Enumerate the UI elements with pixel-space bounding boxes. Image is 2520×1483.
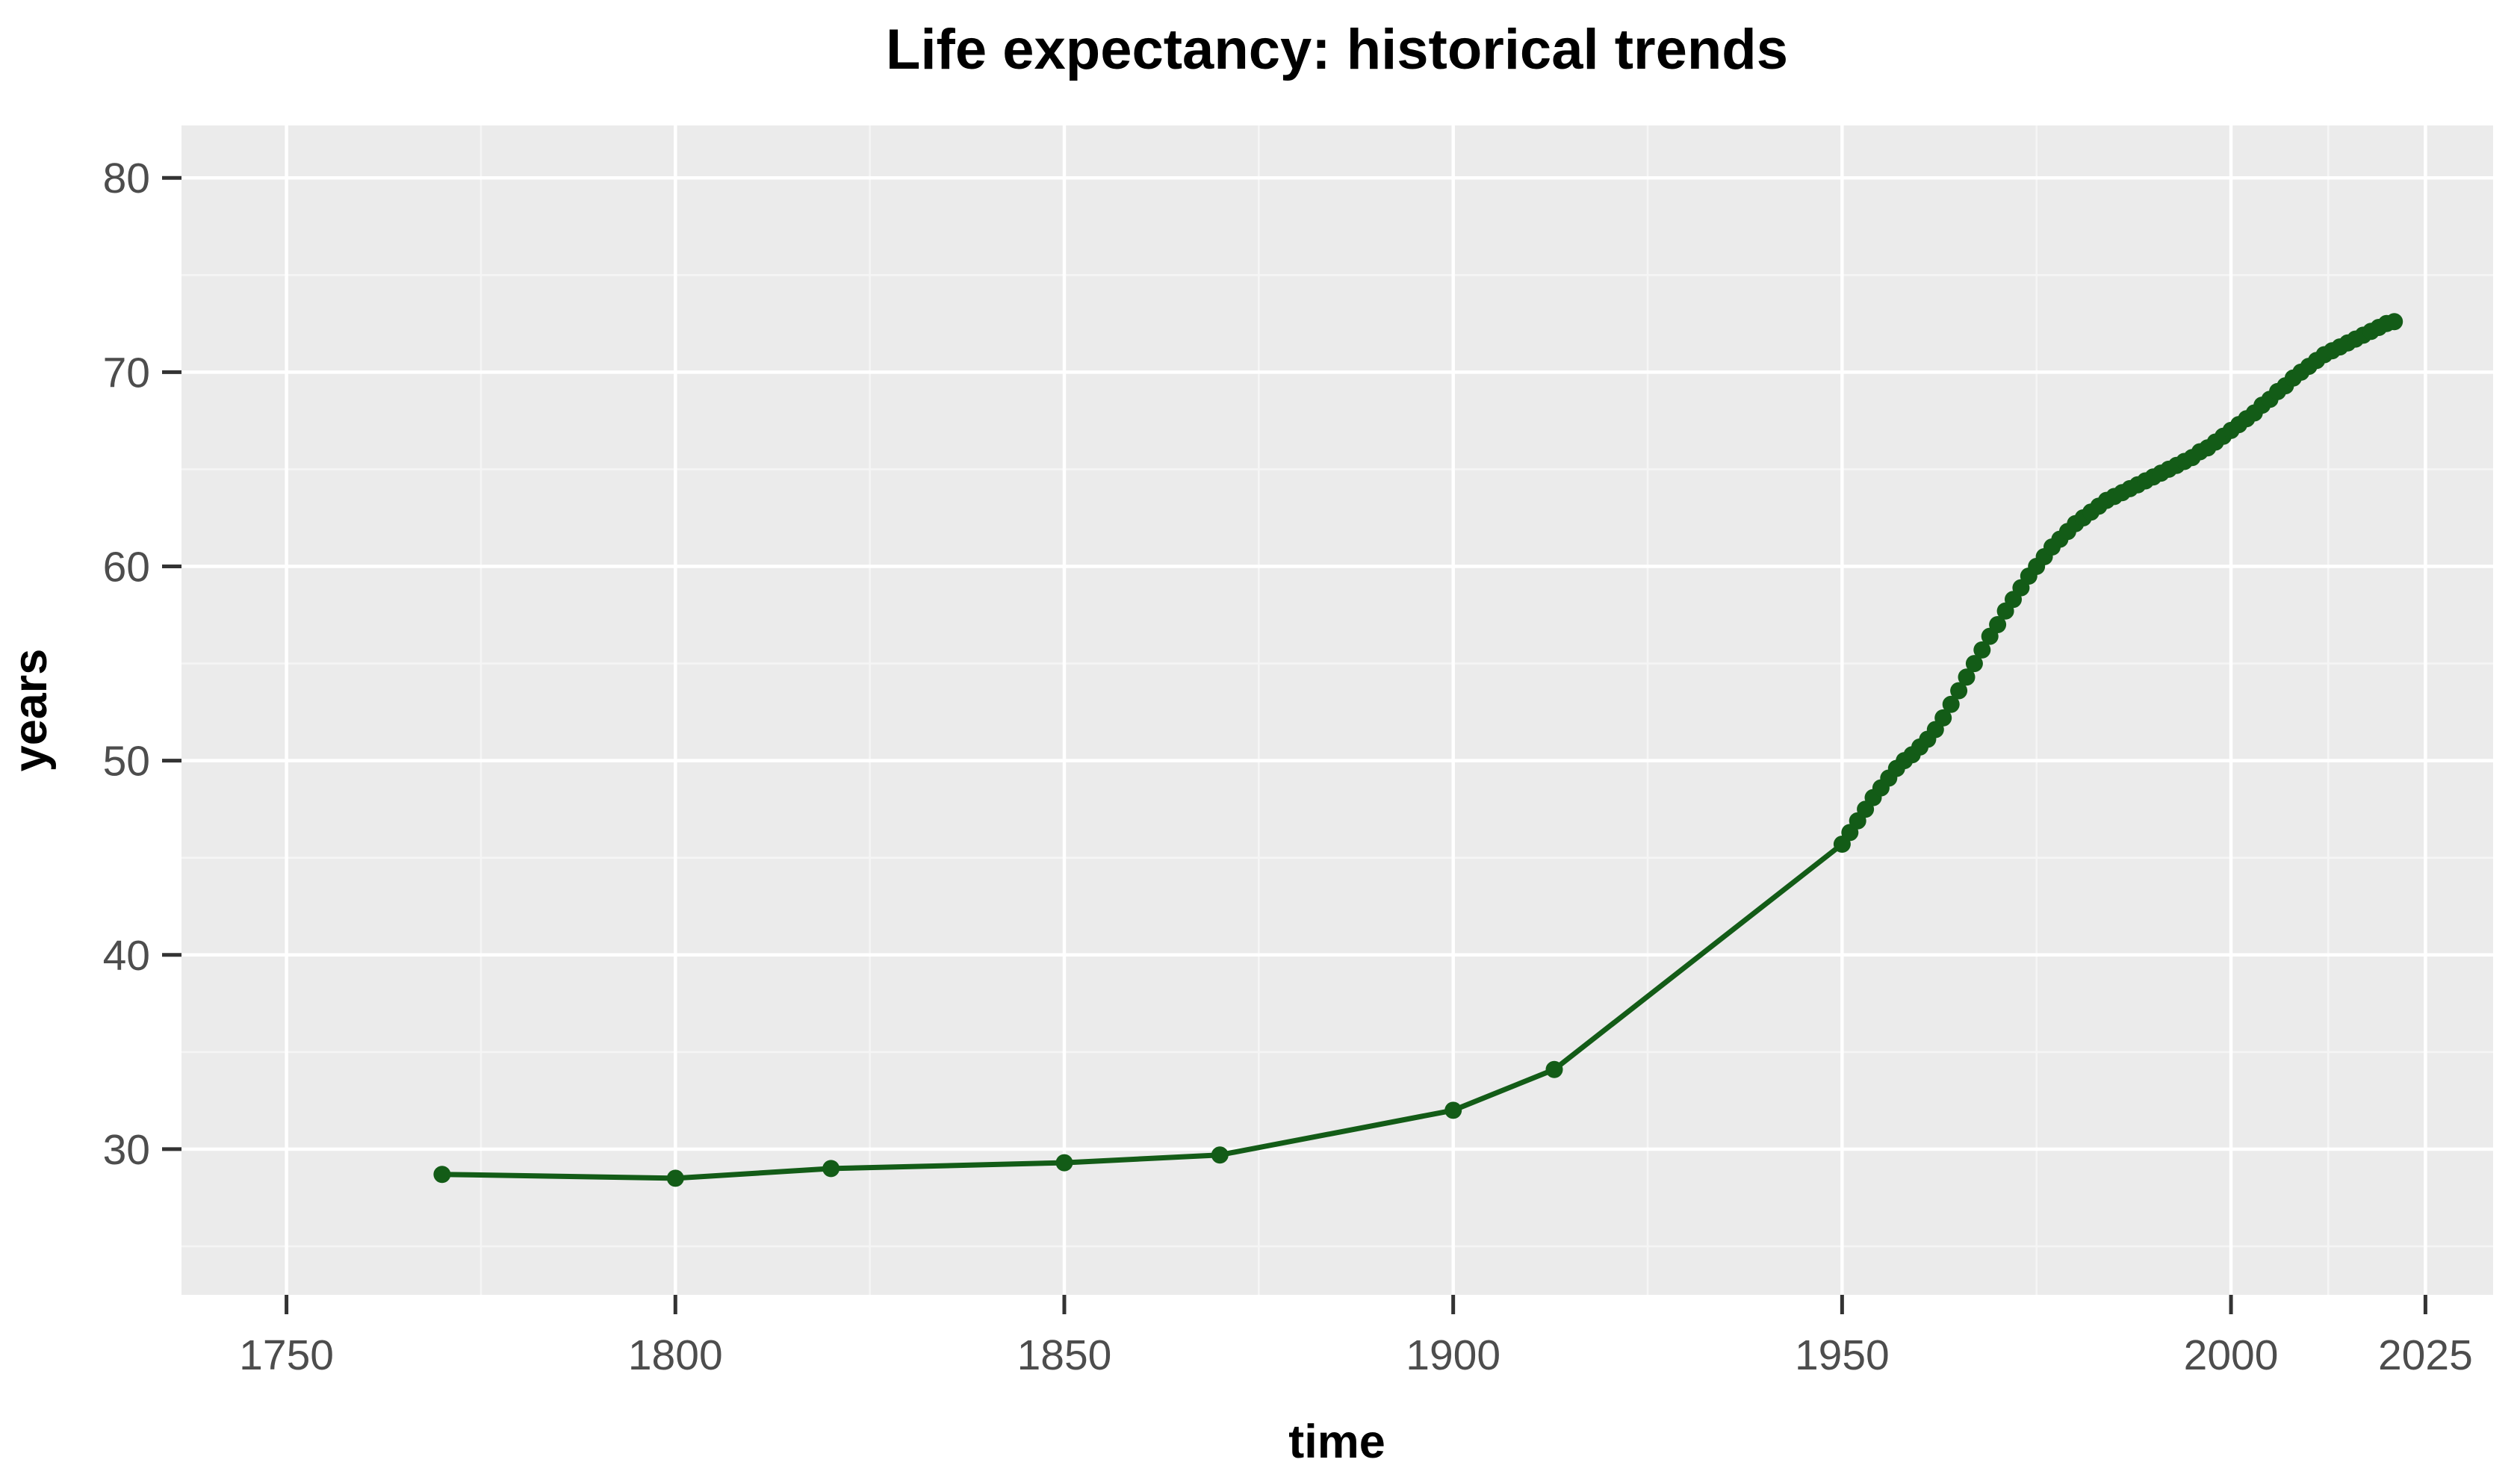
grid-minor-layer xyxy=(181,125,2493,1295)
y-axis-title: years xyxy=(4,649,57,772)
series-layer xyxy=(433,313,2403,1187)
y-tick-label: 40 xyxy=(103,932,150,980)
x-tick-label: 1750 xyxy=(239,1331,334,1379)
data-point xyxy=(2386,313,2403,331)
x-tick-label: 2025 xyxy=(2378,1331,2473,1379)
data-point xyxy=(1055,1154,1073,1172)
x-tick-label: 1800 xyxy=(628,1331,723,1379)
plot-panel xyxy=(181,125,2493,1295)
data-point xyxy=(1965,655,1983,673)
data-point xyxy=(1950,682,1968,700)
data-point xyxy=(433,1166,451,1184)
x-tick-label: 1950 xyxy=(1795,1331,1890,1379)
tick-mark-layer xyxy=(162,175,2427,1314)
x-axis-title: time xyxy=(1288,1416,1385,1468)
data-point xyxy=(1973,641,1991,659)
data-point xyxy=(1444,1101,1462,1119)
data-point xyxy=(1211,1146,1229,1164)
data-point xyxy=(1958,668,1976,686)
data-point xyxy=(1989,616,2007,633)
x-tick-label: 1850 xyxy=(1017,1331,1112,1379)
plot-panel-layer xyxy=(181,125,2493,1295)
chart-title: Life expectancy: historical trends xyxy=(886,18,1788,81)
y-tick-label: 80 xyxy=(103,155,150,202)
y-tick-label: 70 xyxy=(103,349,150,397)
data-point xyxy=(1942,695,1960,713)
grid-major-layer xyxy=(181,125,2493,1295)
data-point xyxy=(1545,1060,1563,1078)
y-tick-label: 30 xyxy=(103,1126,150,1174)
x-tick-label: 2000 xyxy=(2184,1331,2279,1379)
tick-label-layer: 1750 1800 1850 1900 1950 2000 2025 30 40 50 60 70 80 xyxy=(103,155,2473,1379)
y-tick-label: 60 xyxy=(103,544,150,591)
data-point xyxy=(1934,709,1952,727)
y-tick-label: 50 xyxy=(103,738,150,786)
data-point xyxy=(822,1160,840,1178)
x-tick-label: 1900 xyxy=(1406,1331,1500,1379)
data-point xyxy=(666,1169,684,1187)
